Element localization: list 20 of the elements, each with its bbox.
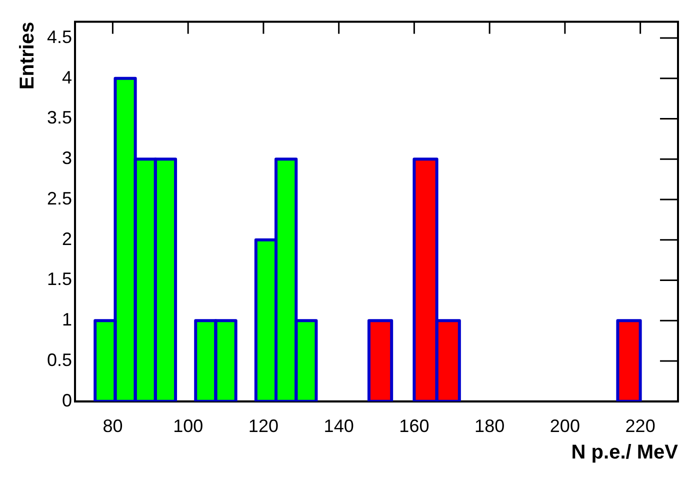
x-tick-label: 140	[324, 416, 354, 436]
x-tick-label: 220	[625, 416, 656, 436]
x-tick-label: 120	[248, 416, 278, 436]
x-tick-label: 100	[173, 416, 204, 436]
x-tick-label: 180	[474, 416, 505, 436]
y-tick-label: 2.5	[46, 188, 72, 208]
y-tick-label: 4	[62, 67, 72, 88]
y-tick-label: 0.5	[46, 350, 72, 370]
y-tick-label: 4.5	[46, 26, 72, 47]
x-tick-label: 200	[550, 416, 580, 436]
y-tick-label: 3	[62, 148, 72, 168]
y-tick-label: 1.5	[46, 269, 72, 290]
y-tick-label: 0	[62, 390, 72, 410]
x-axis-title: N p.e./ MeV	[571, 442, 679, 464]
y-tick-label: 2	[62, 228, 72, 249]
x-tick-label: 80	[102, 416, 123, 436]
y-axis-title: Entries	[16, 22, 39, 90]
x-tick-label: 160	[399, 416, 430, 436]
y-tick-label: 3.5	[46, 108, 72, 128]
y-tick-label: 1	[62, 310, 72, 330]
